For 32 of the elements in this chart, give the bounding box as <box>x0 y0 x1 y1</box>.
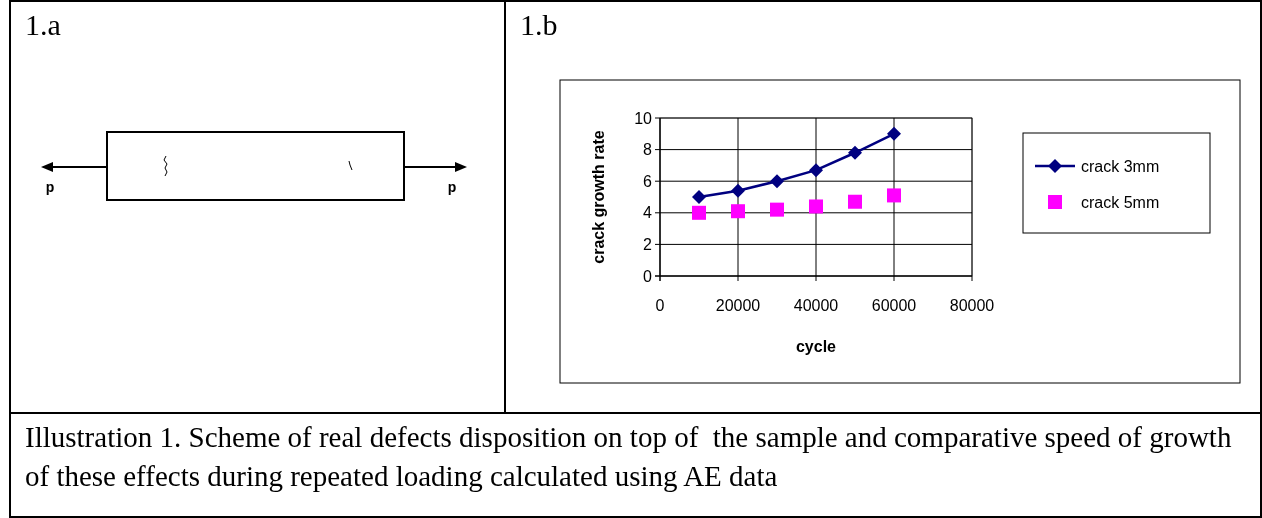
point <box>848 145 862 160</box>
text: 1.a <box>25 8 61 41</box>
x-tick-label: 60000 <box>871 297 917 314</box>
y-tick-label: 10 <box>634 109 653 127</box>
legend-label: crack 3mm <box>1081 157 1160 175</box>
x-tick-label: 40000 <box>793 297 839 314</box>
x-tick-label: 0 <box>655 297 665 314</box>
y-tick-label: 2 <box>643 236 653 253</box>
point <box>770 202 784 217</box>
point <box>770 174 784 189</box>
point <box>731 183 745 198</box>
point <box>809 199 823 214</box>
point <box>731 204 745 219</box>
legend-label: crack 5mm <box>1081 193 1160 211</box>
text: p <box>447 179 457 195</box>
point <box>848 194 862 209</box>
x-tick-label: 20000 <box>715 297 761 314</box>
point <box>887 188 901 203</box>
y-tick-label: 0 <box>643 267 653 285</box>
text: 1.b <box>520 8 558 41</box>
y-tick-label: 6 <box>643 172 653 190</box>
point <box>692 190 706 204</box>
point <box>692 205 706 220</box>
text: p <box>45 179 55 195</box>
point <box>809 163 823 178</box>
x-tick-label: 80000 <box>949 297 995 314</box>
x-axis-title: cycle <box>795 338 837 355</box>
y-tick-label: 4 <box>643 204 653 222</box>
text: Illustration 1. Scheme of real defects disposition on top of the sample and comparative speed of growth of these effects during repeated loading calculated using AE data <box>25 421 1232 492</box>
y-tick-label: 8 <box>643 141 653 159</box>
point <box>887 126 901 141</box>
y-axis-title: crack growth rate <box>590 130 607 264</box>
